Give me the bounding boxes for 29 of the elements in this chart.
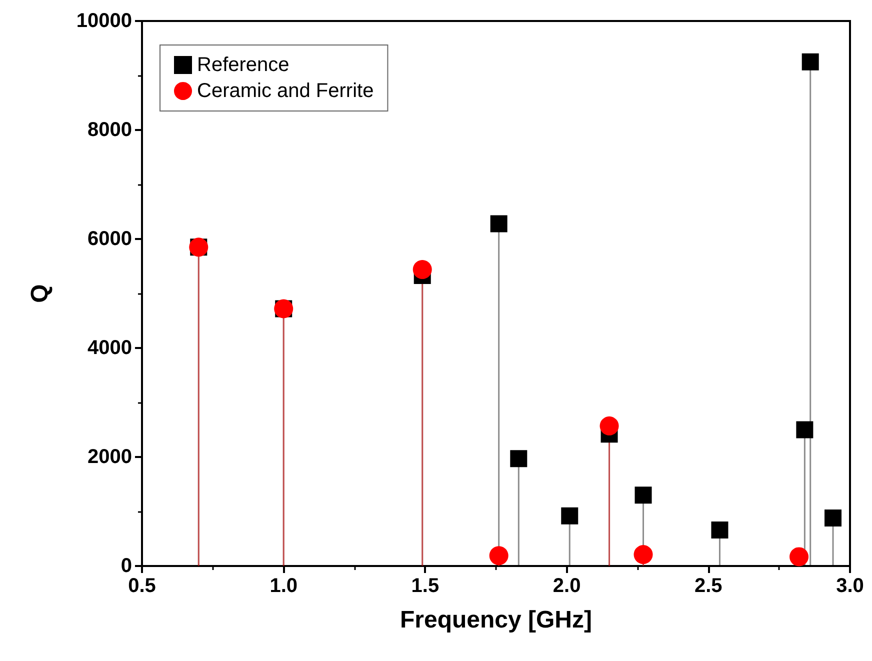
- y-tick-label: 0: [120, 555, 132, 577]
- point: [711, 522, 728, 539]
- point: [490, 215, 508, 232]
- x-tick-label: 2.5: [694, 575, 722, 597]
- point: [634, 545, 653, 564]
- x-tick-label: 3.0: [836, 575, 864, 597]
- x-tick-label: 1.5: [411, 575, 440, 597]
- point: [600, 416, 619, 436]
- point: [489, 546, 508, 566]
- y-axis-title: Q: [26, 284, 54, 303]
- x-axis-title: Frequency [GHz]: [400, 606, 592, 634]
- point: [510, 450, 528, 468]
- point: [824, 510, 842, 527]
- point: [796, 421, 814, 438]
- y-tick-label: 4000: [88, 337, 132, 359]
- point: [634, 486, 652, 504]
- x-tick-label: 0.5: [128, 575, 156, 597]
- point: [790, 547, 809, 566]
- point: [561, 507, 578, 524]
- x-tick-label: 2.0: [552, 575, 581, 597]
- y-tick-label: 2000: [88, 446, 132, 468]
- point: [802, 53, 819, 70]
- legend-label: Ceramic and Ferrite: [197, 80, 374, 102]
- point: [412, 260, 432, 280]
- y-tick-label: 8000: [88, 119, 132, 141]
- y-tick-label: 6000: [88, 228, 132, 250]
- x-tick-label: 1.0: [270, 575, 298, 597]
- legend-label: Reference: [197, 54, 290, 76]
- y-tick-label: 10000: [76, 10, 132, 32]
